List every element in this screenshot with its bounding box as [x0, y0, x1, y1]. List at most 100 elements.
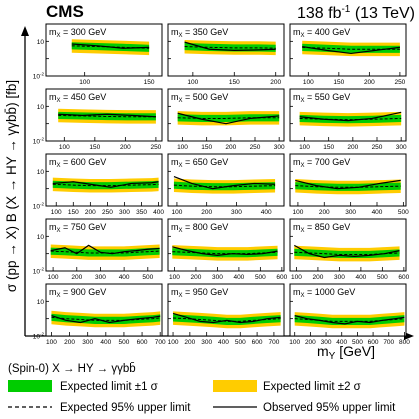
panel-grid: 100 150 10 10-2 mX = 300 GeV 100 150 200 mX = 35…: [33, 23, 410, 346]
band-1sigma: [294, 315, 405, 325]
x-tick-label: 150: [333, 79, 344, 86]
observed-limit-line: [51, 315, 161, 324]
x-label-m: m: [317, 343, 329, 359]
x-tick-label: 100: [171, 209, 182, 216]
panel-mx-10: 100 200 300 400 500 600 mX = 800 GeV: [167, 218, 288, 281]
x-tick-label: 400: [355, 274, 366, 281]
x-tick-label: 500: [119, 339, 130, 346]
panel-frame: [167, 23, 285, 77]
band-1sigma: [299, 114, 402, 124]
observed-limit-line: [172, 312, 281, 324]
panel-mx-label: mX = 900 GeV: [49, 287, 106, 299]
x-tick-label: 500: [235, 339, 246, 346]
panel-mx-6: 100 150 200 250 300 350 400 10 10-2 mX = 600 GeV: [33, 153, 164, 216]
x-tick-label: 150: [323, 144, 334, 151]
x-tick-label: 250: [102, 209, 113, 216]
x-tick-label: 400: [100, 339, 111, 346]
x-tick-label: 200: [305, 339, 316, 346]
x-tick-label: 100: [299, 144, 310, 151]
y-tick-label: 10-2: [33, 332, 45, 341]
x-tick-label: 200: [85, 209, 96, 216]
panel-frame: [289, 88, 407, 142]
x-tick-label: 200: [364, 79, 375, 86]
expected-limit-line: [71, 45, 150, 49]
panel-mx-3: 100 150 200 250 10 10-2 mX = 450 GeV: [33, 88, 163, 151]
x-tick-label: 700: [268, 339, 279, 346]
band-1sigma: [51, 313, 161, 324]
panel-mx-14: 100 200 300 400 500 600 700 800 mX = 1000 GeV: [289, 283, 410, 346]
observed-limit-line: [294, 315, 405, 325]
x-tick-label: 200: [225, 144, 236, 151]
panel-background: [46, 284, 162, 336]
x-tick-label: 100: [168, 339, 179, 346]
panel-mx-label: mX = 300 GeV: [49, 27, 106, 39]
panel-background: [168, 219, 284, 271]
band-1sigma: [50, 247, 160, 257]
panel-frame: [45, 283, 163, 337]
panel-mx-label: mX = 650 GeV: [171, 157, 228, 169]
x-tick-label: 600: [137, 339, 148, 346]
x-tick-label: 400: [261, 209, 272, 216]
band-1sigma: [173, 314, 281, 325]
panel-mx-11: 100 200 300 400 500 600 mX = 850 GeV: [289, 218, 410, 281]
panel-mx-9: 100 200 300 400 500 10 10-2 mX = 750 GeV: [33, 218, 163, 281]
x-tick-label: 150: [229, 79, 240, 86]
panel-frame: [45, 88, 163, 142]
panel-mx-8: 100 200 300 400 500 mX = 700 GeV: [289, 153, 409, 216]
panel-mx-7: 100 200 300 400 mX = 650 GeV: [167, 153, 285, 216]
panel-mx-12: 100 200 300 400 500 600 700 10 10-2 mX = 900 GeV: [33, 283, 166, 346]
x-tick-label: 400: [218, 339, 229, 346]
y-tick-label: 10-2: [33, 267, 45, 276]
x-tick-label: 300: [231, 209, 242, 216]
panel-frame: [289, 283, 407, 337]
observed-limit-line: [50, 244, 160, 255]
panel-mx-1: 100 150 200 mX = 350 GeV: [167, 23, 285, 86]
expected-limit-line: [51, 316, 161, 321]
lumi-tail: (13 TeV): [350, 5, 415, 22]
lumi-main: 138 fb: [297, 5, 342, 22]
observed-limit-line: [299, 111, 402, 122]
x-tick-label: 600: [368, 339, 379, 346]
x-tick-label: 250: [250, 144, 261, 151]
x-tick-label: 200: [270, 79, 281, 86]
legend-label-expected: Expected 95% upper limit: [60, 402, 191, 414]
band-1sigma: [172, 248, 278, 258]
x-tick-label: 150: [201, 144, 212, 151]
y-tick-label: 10: [37, 39, 45, 46]
x-tick-label: 500: [377, 274, 388, 281]
panel-mx-label: mX = 700 GeV: [293, 157, 350, 169]
x-tick-label: 200: [319, 209, 330, 216]
panel-mx-label: mX = 600 GeV: [49, 157, 106, 169]
panel-mx-label: mX = 800 GeV: [171, 222, 228, 234]
x-tick-label: 100: [169, 274, 180, 281]
y-tick-label: 10: [37, 299, 45, 306]
x-tick-label: 400: [153, 209, 164, 216]
x-label-unit: [GeV]: [335, 343, 375, 359]
observed-limit-line: [71, 43, 150, 49]
x-tick-label: 600: [398, 274, 409, 281]
legend-label-band1: Expected limit ±1 σ: [60, 381, 158, 393]
expected-limit-line: [58, 114, 156, 118]
x-axis-label: mY [GeV]: [317, 343, 375, 362]
x-tick-label: 200: [312, 274, 323, 281]
x-tick-label: 500: [255, 274, 266, 281]
panel-mx-2: 100 150 200 250 mX = 400 GeV: [289, 23, 407, 86]
x-label-sub: Y: [329, 351, 336, 362]
x-tick-label: 200: [190, 274, 201, 281]
x-tick-label: 100: [177, 144, 188, 151]
y-tick-label: 10-2: [33, 72, 45, 81]
y-axis-label: σ (pp → X) B (X → HY → γγbb̄) [fb]: [4, 80, 19, 292]
x-tick-label: 150: [144, 79, 155, 86]
panel-frame: [45, 23, 163, 77]
x-tick-label: 400: [119, 274, 130, 281]
panel-mx-label: mX = 950 GeV: [171, 287, 228, 299]
x-tick-label: 700: [155, 339, 166, 346]
x-tick-label: 300: [274, 144, 285, 151]
panel-mx-label: mX = 400 GeV: [293, 27, 350, 39]
y-tick-label: 10-2: [33, 202, 45, 211]
legend-swatch-band2: [213, 380, 257, 392]
expected-limit-line: [295, 185, 401, 188]
x-tick-label: 800: [399, 339, 410, 346]
x-tick-label: 300: [345, 209, 356, 216]
